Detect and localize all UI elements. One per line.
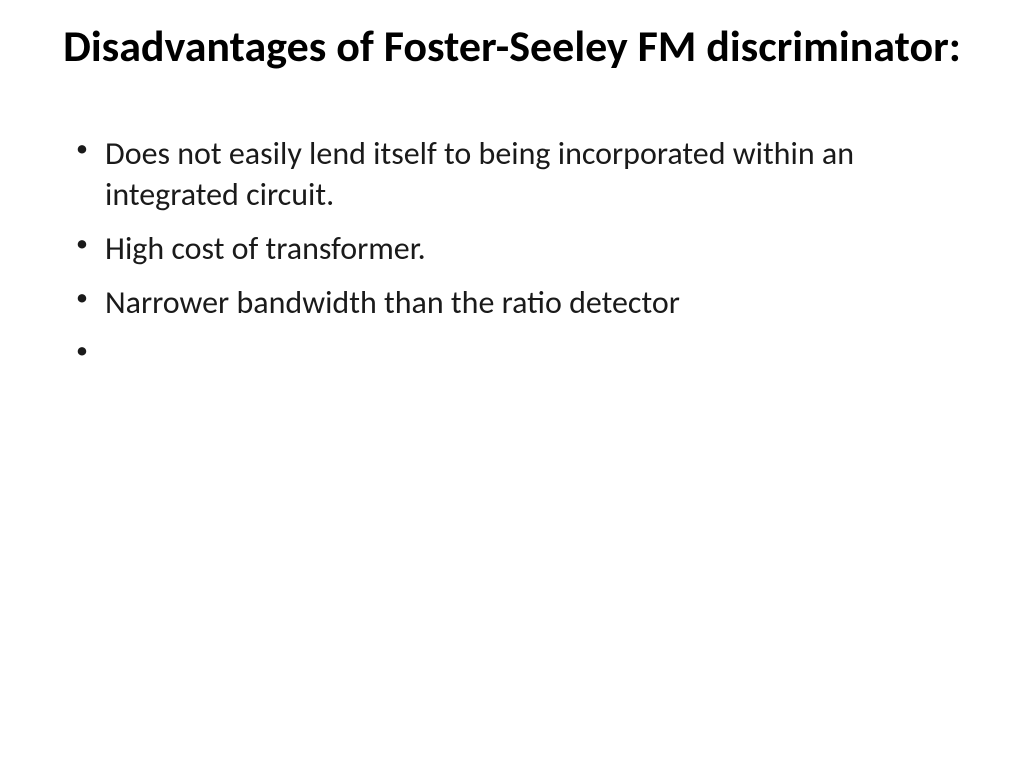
bullet-item: High cost of transformer. [70, 228, 964, 270]
bullet-item: Does not easily lend itself to being inc… [70, 133, 964, 216]
bullet-item: Narrower bandwidth than the ratio detect… [70, 282, 964, 324]
slide-container: Disadvantages of Foster-Seeley FM discri… [0, 0, 1024, 768]
bullet-list: Does not easily lend itself to being inc… [60, 133, 964, 375]
slide-title: Disadvantages of Foster-Seeley FM discri… [60, 20, 964, 73]
bullet-item [70, 335, 964, 375]
